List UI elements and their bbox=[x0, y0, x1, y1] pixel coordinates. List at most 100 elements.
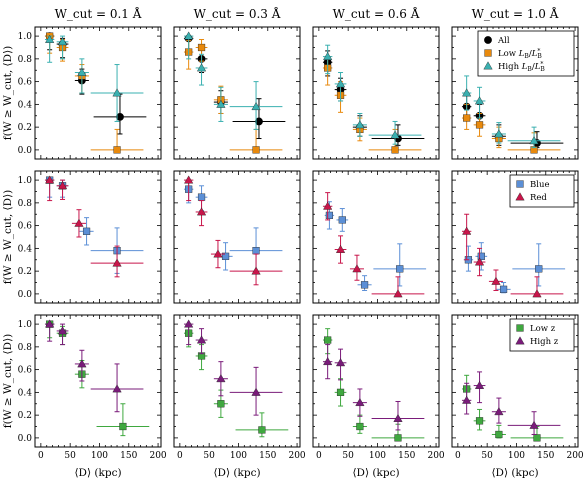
marker-high-z bbox=[494, 407, 504, 416]
x-tick-label: 150 bbox=[537, 451, 554, 461]
series-low-z bbox=[44, 320, 150, 437]
column-title-1: W_cut = 0.1 Å bbox=[55, 6, 142, 21]
y-tick-label: 0.8 bbox=[18, 55, 33, 65]
marker-low-z bbox=[533, 434, 541, 442]
marker-low-z bbox=[217, 400, 225, 408]
x-axis-label-col-2: ⟨D⟩ (kpc) bbox=[213, 467, 260, 479]
data-point-high-z-4 bbox=[507, 411, 561, 435]
data-point-low-z-2 bbox=[334, 378, 347, 407]
data-point-high-l-b-l-b-4 bbox=[90, 64, 144, 122]
marker-high-l-b-l-b bbox=[251, 102, 261, 111]
marker-blue bbox=[338, 216, 346, 224]
series-low-z bbox=[322, 328, 425, 442]
data-point-red-4 bbox=[371, 276, 425, 298]
data-point-low-z-3 bbox=[352, 414, 367, 434]
marker-high-l-b-l-b bbox=[335, 79, 346, 88]
panel-frame bbox=[312, 26, 440, 160]
marker-red bbox=[532, 289, 542, 298]
data-point-high-l-b-l-b-1 bbox=[44, 34, 55, 63]
y-axis-label-row-1: f(W ≥ W_cut, ⟨D⟩) bbox=[2, 46, 14, 141]
data-point-high-z-2 bbox=[195, 328, 208, 355]
marker-high-z bbox=[474, 380, 485, 389]
marker-red bbox=[335, 244, 346, 253]
marker-blue bbox=[360, 281, 369, 289]
marker-high-z bbox=[251, 387, 261, 396]
x-axis-labels: ⟨D⟩ (kpc) ⟨D⟩ (kpc) ⟨D⟩ (kpc) ⟨D⟩ (kpc) bbox=[74, 467, 538, 479]
x-tick-label: 0 bbox=[316, 451, 322, 461]
legend-label-high-z: High z bbox=[530, 337, 559, 347]
marker-high-l-b-l-b bbox=[462, 88, 472, 97]
marker-high-z bbox=[529, 420, 539, 429]
column-titles: W_cut = 0.1 Å W_cut = 0.3 Å W_cut = 0.6 Å W… bbox=[55, 6, 559, 21]
data-point-red-1 bbox=[461, 213, 472, 261]
marker-high-l-b-l-b bbox=[529, 136, 539, 145]
marker-high-l-b-l-b bbox=[355, 120, 365, 129]
series-high-l-b-l-b bbox=[322, 44, 422, 145]
x-tick-label: 200 bbox=[288, 451, 305, 461]
data-point-low-z-4 bbox=[235, 412, 289, 438]
series-high-z bbox=[322, 344, 425, 431]
data-point-high-l-b-l-b-2 bbox=[334, 72, 347, 102]
data-point-high-l-b-l-b-1 bbox=[183, 31, 194, 60]
y-tick-label: 1.0 bbox=[18, 32, 33, 42]
marker-high-l-b-l-b bbox=[77, 67, 87, 76]
y-tick-label: 0.0 bbox=[18, 146, 33, 156]
data-point-red-2 bbox=[473, 247, 486, 277]
data-point-red-3 bbox=[349, 254, 364, 281]
data-point-low-z-2 bbox=[473, 408, 486, 431]
data-point-high-l-b-l-b-2 bbox=[56, 35, 69, 60]
data-point-high-l-b-l-b-3 bbox=[74, 58, 89, 94]
marker-low-z bbox=[495, 430, 503, 439]
x-tick-label: 200 bbox=[427, 451, 444, 461]
column-title-2: W_cut = 0.3 Å bbox=[194, 6, 281, 21]
data-point-high-l-b-l-b-4 bbox=[507, 126, 561, 149]
marker-blue bbox=[252, 247, 260, 255]
marker-high-l-b-l-b bbox=[196, 63, 207, 72]
series-high-l-b-l-b bbox=[461, 75, 561, 149]
marker-high-z bbox=[77, 359, 87, 368]
marker-high-z bbox=[184, 319, 194, 328]
panel-frame bbox=[34, 314, 162, 448]
series-blue bbox=[324, 201, 427, 291]
marker-blue bbox=[82, 227, 91, 235]
panel-r3-c3: 0 50 100 150 200 bbox=[312, 314, 445, 461]
marker-high-l-b-l-b bbox=[323, 51, 333, 60]
x-tick-label: 0 bbox=[177, 451, 183, 461]
panel-frame bbox=[173, 26, 301, 160]
data-point-high-z-1 bbox=[44, 319, 55, 342]
y-tick-label: 0.4 bbox=[18, 100, 33, 110]
data-point-blue-2 bbox=[475, 242, 488, 271]
series-red bbox=[44, 175, 144, 278]
y-axis-label-row-2: f(W ≥ W_cut, ⟨D⟩) bbox=[2, 190, 14, 285]
data-point-high-l-b-l-b-3 bbox=[491, 122, 506, 144]
panel-frame bbox=[312, 170, 440, 304]
y-tick-label: 1.0 bbox=[18, 320, 33, 330]
marker-blue bbox=[197, 193, 206, 201]
legend-marker-high-z bbox=[515, 336, 525, 345]
data-point-high-z-3 bbox=[74, 349, 89, 382]
panel-frame bbox=[173, 314, 301, 448]
marker-low-z bbox=[119, 422, 127, 431]
marker-low-l-b-l-b bbox=[197, 43, 206, 52]
marker-red bbox=[491, 276, 501, 285]
panel-r1-c1: 0.0 0.2 0.4 0.6 0.8 1.0 bbox=[18, 26, 162, 160]
legend-label-red: Red bbox=[530, 193, 547, 203]
legend-box bbox=[509, 174, 575, 208]
y-tick-label: 0.6 bbox=[18, 366, 33, 376]
legend-label-blue: Blue bbox=[530, 180, 549, 190]
y-tick-label: 0.2 bbox=[18, 411, 32, 421]
y-tick-label: 0.0 bbox=[18, 290, 33, 300]
data-point-high-z-3 bbox=[352, 388, 367, 417]
y-tick-label: 0.8 bbox=[18, 199, 33, 209]
legend: Low z High z bbox=[509, 318, 575, 352]
marker-all bbox=[255, 117, 263, 126]
marker-high-l-b-l-b bbox=[216, 99, 226, 108]
series-blue bbox=[463, 242, 566, 294]
data-point-blue-3 bbox=[79, 217, 94, 246]
series-blue bbox=[44, 176, 144, 274]
marker-low-l-b-l-b bbox=[475, 121, 484, 129]
marker-red bbox=[45, 175, 55, 184]
data-point-red-2 bbox=[334, 235, 347, 264]
x-tick-label: 150 bbox=[398, 451, 415, 461]
